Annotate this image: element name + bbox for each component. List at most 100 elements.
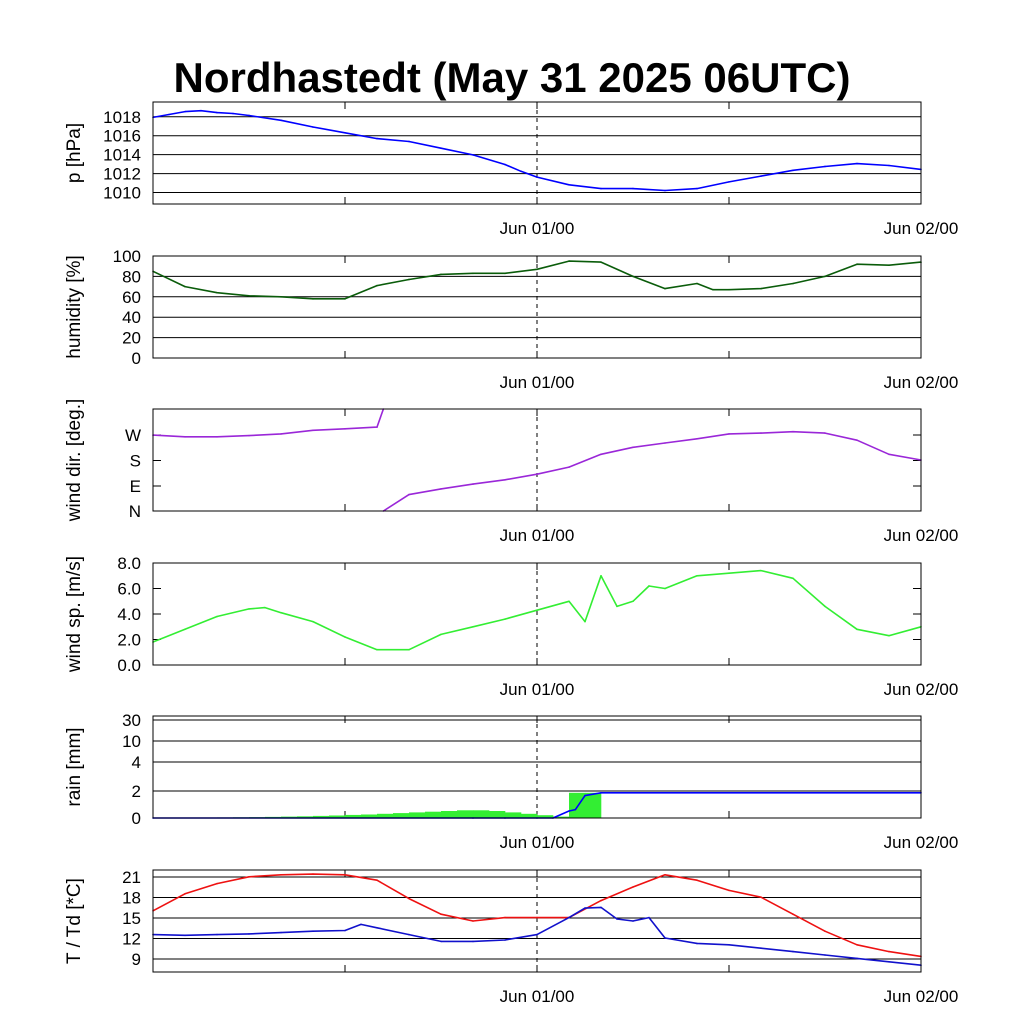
wind_dir-point — [536, 473, 538, 475]
dewpoint-point — [600, 906, 602, 909]
wind_dir-point — [440, 488, 442, 490]
rain-bar — [457, 810, 474, 818]
wind_dir-point — [568, 466, 570, 468]
dewpoint-point — [472, 940, 474, 943]
y-axis-label: T / Td [*C] — [64, 878, 85, 964]
temperature-point — [696, 879, 698, 881]
temperature-point — [472, 920, 474, 922]
wind_speed-point — [760, 569, 762, 572]
y-tick-label: 0 — [132, 349, 141, 368]
temperature-point — [248, 876, 250, 878]
humidity-point — [728, 288, 730, 291]
pressure-point — [184, 110, 186, 113]
rain-bar — [441, 811, 458, 818]
dewpoint-point — [360, 923, 362, 926]
y-tick-label: 18 — [122, 889, 141, 908]
plot-frame — [152, 715, 922, 819]
temperature-point — [344, 873, 346, 876]
wind_speed-point — [504, 618, 506, 620]
humidity-point — [472, 272, 474, 275]
dewpoint-point — [216, 933, 218, 936]
y-tick-label: 60 — [122, 288, 141, 307]
plot-frame — [152, 101, 922, 205]
temperature-point — [664, 873, 666, 876]
wind_dir-point — [632, 446, 634, 449]
dewpoint-point — [824, 954, 826, 956]
dewpoint-point — [696, 942, 698, 945]
wind_speed-point — [664, 587, 666, 590]
rain-bar — [521, 813, 538, 818]
temperature-point — [888, 950, 890, 953]
humidity-line — [152, 260, 922, 300]
pressure-point — [200, 109, 202, 112]
plot-frame — [152, 562, 922, 666]
temperature-point — [600, 899, 602, 902]
panel-5: 30 10 4 2 0 rain [mm] Jun 01/00 Jun 02/00 — [64, 711, 958, 852]
wind_speed-point — [824, 605, 826, 608]
rain_accum-point — [574, 808, 577, 811]
wind_dir-point — [344, 428, 346, 430]
wind_dir-point — [216, 435, 218, 438]
pressure-point — [632, 187, 634, 190]
dewpoint-point — [664, 937, 666, 939]
wind_speed-point — [888, 634, 890, 637]
chart-title: Nordhastedt (May 31 2025 06UTC) — [173, 54, 851, 102]
y-tick-label: 30 — [122, 711, 141, 730]
y-tick-label: 0.0 — [117, 656, 141, 675]
rain-bar — [297, 816, 314, 818]
wind_dir-line — [152, 408, 385, 438]
humidity-point — [248, 294, 250, 297]
temperature-point — [536, 916, 538, 919]
humidity-point — [600, 261, 602, 263]
wind_dir-point — [248, 434, 250, 437]
pressure-point — [216, 111, 218, 114]
wind_dir-line — [382, 430, 922, 512]
pressure-point — [472, 154, 474, 156]
wind_speed-point — [696, 574, 698, 577]
wind_speed-point — [616, 605, 618, 608]
y-tick-label: 1012 — [103, 165, 141, 184]
temperature-point — [216, 882, 218, 885]
pressure-point — [376, 137, 378, 140]
y-tick-label: 1014 — [103, 146, 141, 165]
y-tick-label: 1018 — [103, 108, 141, 127]
temperature-point — [728, 889, 730, 892]
wind_speed-point — [856, 628, 858, 631]
wind_dir-point — [664, 442, 666, 444]
y-tick-label: 15 — [122, 909, 141, 928]
dewpoint-point — [584, 907, 586, 909]
temperature-point — [280, 873, 282, 876]
pressure-point — [520, 170, 522, 173]
pressure-point — [344, 131, 346, 134]
pressure-point — [856, 162, 858, 165]
rain-bar — [409, 812, 426, 818]
wind_speed-point — [568, 600, 570, 603]
humidity-point — [408, 278, 410, 281]
y-tick-label: 4.0 — [117, 605, 141, 624]
pressure-point — [568, 183, 570, 186]
humidity-point — [760, 287, 762, 290]
plot-frame — [152, 408, 922, 512]
rain-bar — [329, 815, 346, 818]
y-tick-label: 2.0 — [117, 631, 141, 650]
temperature-point — [408, 897, 410, 900]
rain-bar — [345, 814, 362, 818]
humidity-point — [440, 273, 442, 276]
temperature-point — [440, 913, 442, 915]
wind_dir-point — [824, 432, 826, 434]
wind_dir-point — [600, 453, 602, 456]
y-tick-label: 21 — [122, 868, 141, 887]
x-tick-label: Jun 02/00 — [884, 219, 959, 238]
dewpoint-point — [856, 957, 858, 960]
temperature-point — [184, 893, 186, 895]
humidity-point — [856, 263, 858, 265]
wind_speed-point — [184, 628, 186, 631]
pressure-point — [888, 164, 890, 167]
pressure-point — [168, 113, 170, 116]
rain_accum-point — [584, 794, 586, 797]
temperature-point — [760, 896, 762, 898]
rain-bar — [313, 815, 330, 818]
